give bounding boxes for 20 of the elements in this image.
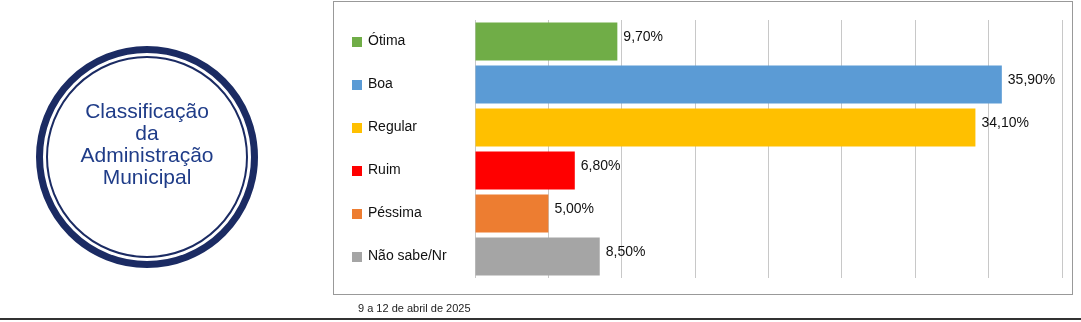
y-tick-label: Regular xyxy=(368,118,418,135)
bar xyxy=(475,194,549,233)
data-label: 9,70% xyxy=(623,28,664,45)
y-tick-label: Não sabe/Nr xyxy=(368,247,447,264)
y-tick-label: Ruim xyxy=(368,161,401,178)
data-label: 6,80% xyxy=(580,157,621,174)
data-label: 5,00% xyxy=(554,200,595,217)
data-label: 8,50% xyxy=(605,243,646,260)
bar xyxy=(475,237,600,276)
bar xyxy=(475,108,976,147)
bar xyxy=(475,151,575,190)
y-tick-label: Péssima xyxy=(368,204,422,221)
bar xyxy=(475,22,618,61)
data-label: 34,10% xyxy=(981,114,1029,131)
data-label: 35,90% xyxy=(1007,71,1056,88)
y-tick-label: Boa xyxy=(368,75,394,92)
y-tick-label: Ótima xyxy=(368,32,406,49)
text: 9 a 12 de abril de 2025 xyxy=(358,302,471,314)
bar xyxy=(475,65,1002,104)
text: Classificação da Administração Municipal xyxy=(79,99,215,188)
